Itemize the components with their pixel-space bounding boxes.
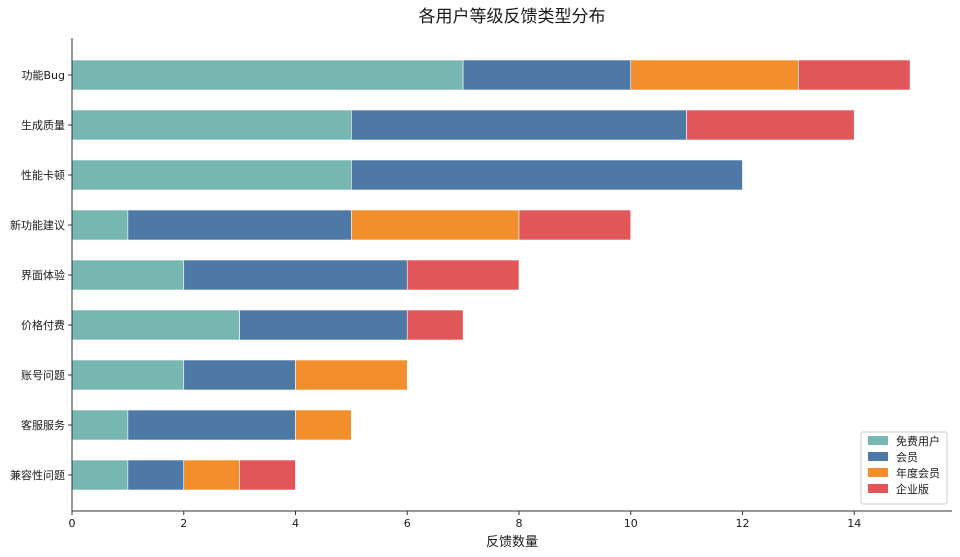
bar-segment xyxy=(71,459,129,491)
y-tick-label: 生成质量 xyxy=(21,118,65,132)
bar-segment xyxy=(406,309,464,341)
bar-segment xyxy=(71,309,240,341)
y-tick-label: 功能Bug xyxy=(21,68,65,82)
bar-segment xyxy=(239,459,296,491)
x-tick-label: 10 xyxy=(624,517,638,530)
bar-segment xyxy=(295,359,408,391)
legend-swatch xyxy=(868,484,888,493)
bar-segment xyxy=(71,359,185,391)
bar-segment xyxy=(71,209,129,241)
y-tick-label: 账号问题 xyxy=(21,369,65,382)
bar-segment xyxy=(239,309,408,341)
x-tick-label: 6 xyxy=(404,517,411,530)
x-tick-label: 8 xyxy=(515,517,522,530)
legend-label: 免费用户 xyxy=(896,434,940,448)
legend-label: 会员 xyxy=(896,451,918,464)
bar-segment xyxy=(71,59,464,91)
y-tick-label: 性能卡顿 xyxy=(21,168,65,182)
bar-segment xyxy=(183,259,408,291)
bar-segment xyxy=(351,109,687,141)
y-tick-label: 价格付费 xyxy=(21,318,65,332)
x-tick-label: 4 xyxy=(292,517,299,530)
x-tick-label: 12 xyxy=(735,517,749,530)
bar-segment xyxy=(127,459,185,491)
bar-segment xyxy=(518,209,632,241)
legend-swatch xyxy=(868,452,888,461)
bar-segment xyxy=(183,459,240,491)
bar-segment xyxy=(295,409,352,441)
x-tick-label: 2 xyxy=(180,517,187,530)
legend-swatch xyxy=(868,436,888,445)
x-tick-label: 0 xyxy=(69,517,76,530)
bar-segment xyxy=(686,109,855,141)
x-axis-label: 反馈数量 xyxy=(486,535,538,550)
bar-segment xyxy=(351,209,520,241)
legend-label: 企业版 xyxy=(896,482,929,496)
y-tick-label: 界面体验 xyxy=(21,268,65,282)
y-tick-label: 新功能建议 xyxy=(10,218,65,232)
bars-group xyxy=(71,59,911,491)
y-tick-label: 客服服务 xyxy=(21,418,65,432)
x-ticks-group: 0 2 4 6 8 10 12 14 xyxy=(69,511,861,530)
bar-segment xyxy=(127,409,296,441)
bar-segment xyxy=(71,109,352,141)
bar-segment xyxy=(71,159,352,191)
bar-segment xyxy=(127,209,352,241)
bar-segment xyxy=(183,359,296,391)
bar-segment xyxy=(630,59,799,91)
bar-segment xyxy=(71,409,129,441)
legend-label: 年度会员 xyxy=(896,466,940,480)
legend-swatch xyxy=(868,468,888,477)
bar-segment xyxy=(798,59,911,91)
y-tick-label: 兼容性问题 xyxy=(10,468,65,482)
bar-segment xyxy=(406,259,520,291)
bar-segment xyxy=(71,259,185,291)
bar-segment xyxy=(462,59,632,91)
chart-title: 各用户等级反馈类型分布 xyxy=(419,7,606,27)
bar-segment xyxy=(351,159,743,191)
x-tick-label: 14 xyxy=(847,517,861,530)
